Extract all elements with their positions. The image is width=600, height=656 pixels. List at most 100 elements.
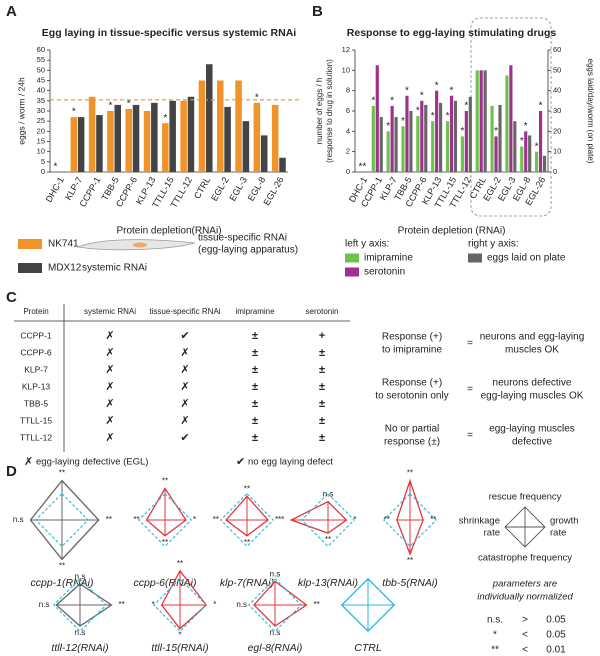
radar-name: klp-13(RNAi) [298, 577, 358, 589]
significance-mark: * [401, 116, 405, 127]
table-cell: ± [252, 432, 258, 444]
table-protein: CCPP-1 [20, 330, 51, 340]
y-tick-label: 35 [37, 96, 45, 105]
bar [96, 115, 103, 172]
y2-tick-label: 10 [553, 147, 561, 156]
significance-key: < [522, 630, 528, 641]
axis-label: number of eggs / h [315, 78, 324, 145]
table-header: tissue-specific RNAi [149, 307, 220, 316]
significance-label: n.s [39, 600, 50, 609]
significance-label: * [275, 515, 278, 524]
axis-label: eggs laid/day/worm (on plate) [586, 59, 595, 164]
bar [538, 111, 543, 172]
significance-label: * [213, 600, 216, 609]
bar [409, 111, 413, 172]
significance-label: ** [162, 538, 168, 547]
y-tick-label: 12 [342, 45, 350, 54]
significance-mark: * [450, 85, 454, 96]
bar [405, 95, 409, 172]
table-cell: ✗ [180, 398, 189, 410]
y2-tick-label: 30 [553, 106, 561, 115]
bar [379, 117, 383, 172]
legend-label: eggs laid on plate [487, 253, 566, 264]
bar [524, 131, 528, 172]
table-cell: ✔ [180, 330, 189, 342]
y2-tick-label: 60 [553, 45, 561, 54]
significance-mark: * [494, 126, 498, 137]
bar [107, 111, 114, 172]
panel-letter: C [6, 289, 17, 306]
y-tick-label: 4 [346, 126, 350, 135]
table-cell: ✗ [105, 330, 114, 342]
x-axis-label: Protein depletion(RNAi) [116, 226, 221, 237]
bar [169, 100, 176, 172]
table-header: systemic RNAi [84, 307, 136, 316]
legend-label: NK741 [48, 239, 79, 250]
table-cell: ± [252, 347, 258, 359]
bar [424, 104, 428, 172]
significance-label: ** [177, 559, 183, 568]
significance-label: * [353, 515, 356, 524]
y-tick-label: 6 [346, 106, 350, 115]
interpretation-left: to serotonin only [375, 391, 448, 402]
table-cell: ✗ [105, 432, 114, 444]
significance-label: ** [278, 515, 284, 524]
table-cell: ± [252, 415, 258, 427]
bar [70, 117, 78, 172]
table-header: serotonin [306, 307, 339, 316]
bar [125, 108, 132, 172]
radar-name: CTRL [354, 642, 382, 654]
radar-polygon [29, 479, 100, 561]
significance-label: ** [244, 538, 250, 547]
y-tick-label: 30 [37, 106, 45, 115]
bar [114, 104, 121, 172]
radar-polygon [160, 569, 208, 630]
legend-swatch [18, 239, 42, 249]
axis-label: eggs / worm / 24h [16, 77, 26, 145]
y2-tick-label: 50 [553, 65, 561, 74]
bar [483, 70, 487, 172]
table-cell: ± [252, 398, 258, 410]
radar-name: klp-7(RNAi) [220, 577, 274, 589]
table-cell: ✗ [180, 364, 189, 376]
radar-axis-label: shrinkage [459, 516, 500, 527]
bar [260, 135, 268, 172]
bar [401, 126, 405, 172]
y-tick-label: 45 [37, 75, 45, 84]
interpretation-left: No or partial [385, 424, 439, 435]
legend-title: left y axis: [345, 239, 389, 250]
table-cell: ✔ [180, 432, 189, 444]
bar [132, 104, 140, 172]
table-protein: TTLL-12 [20, 432, 52, 442]
radar-name: tbb-5(RNAi) [382, 577, 437, 589]
table-cell: ± [319, 415, 325, 427]
table-cell: ✗ [105, 364, 114, 376]
bar [479, 70, 483, 172]
radar-name: ccpp-6(RNAi) [133, 577, 196, 589]
significance-key: 0.05 [546, 630, 566, 641]
x-tick-label: DHC-1 [44, 175, 66, 204]
significance-label: ** [407, 556, 413, 565]
y-tick-label: 20 [37, 126, 45, 135]
significance-label: ** [407, 469, 413, 478]
bar [390, 105, 394, 172]
bar [468, 96, 472, 172]
key-symbol: ✔ [236, 456, 245, 468]
y-tick-label: 0 [346, 167, 350, 176]
significance-mark: * [390, 96, 394, 107]
significance-mark: * [464, 101, 468, 112]
legend-label: MDX12 [48, 263, 82, 274]
significance-mark: * [405, 85, 409, 96]
bar [431, 121, 435, 172]
y-tick-label: 0 [41, 167, 45, 176]
significance-label: n.s [75, 628, 86, 637]
panel-letter: A [6, 3, 17, 20]
significance-label: ** [59, 469, 65, 478]
significance-label: ** [430, 515, 436, 524]
significance-label: * [152, 600, 155, 609]
significance-mark: * [108, 101, 112, 112]
interpretation-left: to imipramine [382, 345, 442, 356]
significance-mark: * [435, 80, 439, 91]
interpretation-sign: = [467, 338, 473, 349]
